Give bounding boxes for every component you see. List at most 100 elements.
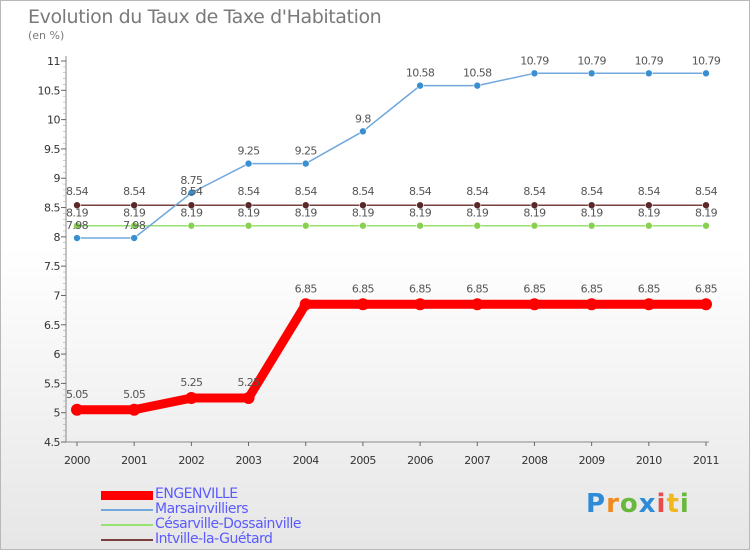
- data-point: [244, 201, 253, 209]
- data-label: 8.19: [695, 207, 718, 220]
- data-label: 8.54: [638, 185, 661, 198]
- x-tick-label: 2009: [579, 454, 605, 467]
- legend-label: Césarville-Dossainville: [155, 516, 301, 532]
- data-label: 8.54: [466, 185, 489, 198]
- data-point: [301, 221, 310, 230]
- y-tick-label: 10: [47, 114, 60, 127]
- data-point: [530, 221, 539, 230]
- y-tick-label: 4.5: [44, 436, 60, 449]
- data-label: 8.19: [66, 207, 89, 220]
- data-point: [359, 127, 367, 136]
- data-label: 6.85: [523, 282, 546, 295]
- data-point: [187, 189, 196, 197]
- data-label: 8.19: [523, 207, 546, 220]
- y-tick-label: 8: [54, 231, 61, 244]
- data-point: [645, 69, 653, 78]
- data-label: 6.85: [638, 282, 661, 295]
- data-label: 10.58: [406, 67, 435, 80]
- x-tick-label: 2011: [693, 454, 719, 467]
- data-label: 8.54: [123, 185, 146, 198]
- data-point: [473, 221, 482, 230]
- x-tick-label: 2008: [521, 454, 547, 467]
- data-label: 6.85: [695, 282, 718, 295]
- data-point: [130, 221, 138, 230]
- data-point: [642, 298, 655, 311]
- data-point: [73, 234, 81, 242]
- x-tick-label: 2002: [178, 454, 204, 467]
- data-label: 5.25: [180, 376, 203, 389]
- data-point: [587, 69, 596, 78]
- data-point: [130, 234, 138, 242]
- data-point: [301, 159, 310, 168]
- data-label: 10.79: [577, 54, 606, 67]
- data-label: 6.85: [352, 282, 375, 295]
- axes: 4.5 5 5.5 6 6.5 7 7.5 8 8.5 9 9.5 10 10.5 11 2000 2001 2…: [38, 55, 720, 467]
- data-point: [71, 403, 83, 416]
- data-label: 8.19: [237, 207, 260, 220]
- data-label: 8.54: [295, 185, 318, 198]
- proxiti-logo: Proxiti: [586, 489, 690, 519]
- data-point: [73, 221, 81, 230]
- data-point: [242, 392, 255, 405]
- legend-label: ENGENVILLE: [155, 486, 238, 502]
- data-point: [185, 392, 198, 405]
- data-label: 8.75: [180, 174, 203, 187]
- legend-label: Intville-la-Guétard: [155, 531, 273, 547]
- y-tick-label: 10.5: [38, 84, 61, 97]
- data-point: [702, 69, 710, 78]
- data-label: 6.85: [295, 282, 318, 295]
- data-label: 8.19: [352, 207, 375, 220]
- data-point: [301, 201, 310, 209]
- data-label: 7.98: [66, 219, 89, 232]
- data-point: [473, 201, 482, 209]
- y-tick-label: 8.5: [44, 202, 60, 215]
- data-point: [528, 298, 541, 311]
- y-tick-label: 5.5: [44, 377, 60, 390]
- data-label: 8.54: [66, 185, 89, 198]
- x-tick-label: 2006: [407, 454, 433, 467]
- chart-title: Evolution du Taux de Taxe d'Habitation: [28, 6, 382, 28]
- data-point: [414, 298, 427, 311]
- data-point: [702, 201, 710, 209]
- data-label: 9.25: [295, 145, 318, 158]
- data-point: [702, 221, 710, 230]
- data-point: [130, 201, 138, 209]
- data-point: [530, 201, 539, 209]
- data-label: 8.54: [352, 185, 375, 198]
- x-tick-label: 2005: [350, 454, 376, 467]
- data-point: [244, 221, 253, 230]
- data-label: 8.19: [581, 207, 604, 220]
- data-point: [128, 403, 141, 416]
- data-label: 5.05: [66, 388, 89, 401]
- data-label: 10.79: [692, 54, 721, 67]
- series-line: [72, 299, 711, 415]
- data-label: 6.85: [409, 282, 432, 295]
- y-tick-label: 9: [54, 172, 61, 185]
- legend-swatch: [101, 539, 153, 541]
- data-label: 8.19: [409, 207, 432, 220]
- series-layer: [71, 69, 712, 416]
- y-tick-label: 9.5: [44, 143, 60, 156]
- data-point: [585, 298, 598, 311]
- data-label: 7.98: [123, 219, 146, 232]
- x-tick-label: 2000: [64, 454, 90, 467]
- legend-label: Marsainvilliers: [155, 501, 249, 517]
- data-label: 8.19: [123, 207, 146, 220]
- data-point: [700, 298, 712, 311]
- data-point: [530, 69, 539, 78]
- x-tick-label: 2007: [464, 454, 490, 467]
- data-label: 8.54: [695, 185, 718, 198]
- data-point: [416, 221, 424, 230]
- data-point: [359, 221, 367, 230]
- data-point: [416, 81, 424, 90]
- data-label: 8.19: [295, 207, 318, 220]
- data-label: 5.05: [123, 388, 146, 401]
- data-label: 8.19: [638, 207, 661, 220]
- data-point: [73, 201, 81, 209]
- y-tick-label: 6.5: [44, 319, 60, 332]
- data-label: 8.54: [523, 185, 546, 198]
- y-tick-label: 7: [54, 289, 61, 302]
- data-label: 6.85: [581, 282, 604, 295]
